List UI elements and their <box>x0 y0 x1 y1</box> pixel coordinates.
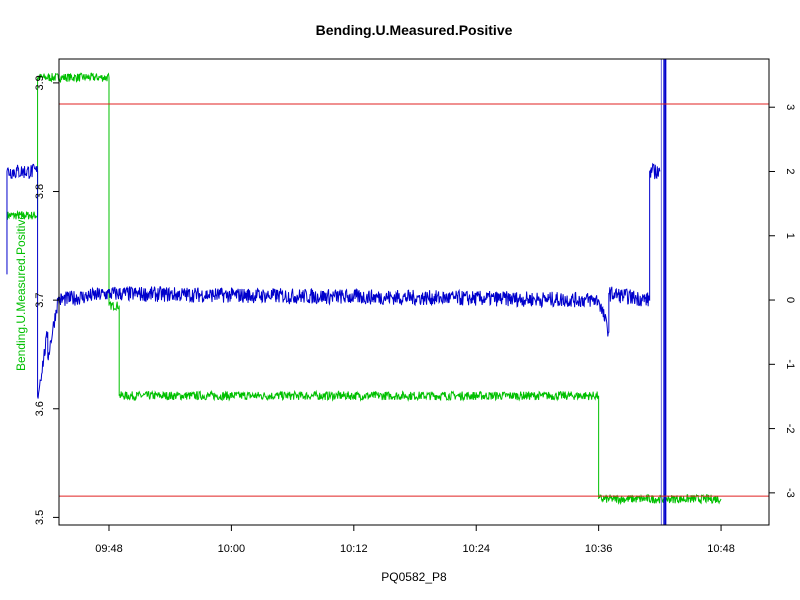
x-tick-label-2: 10:12 <box>340 543 368 555</box>
x-tick-label-1: 10:00 <box>218 543 246 555</box>
series-line-2 <box>6 162 661 399</box>
right-tick-label-5: 2 <box>784 168 796 174</box>
axes-layer: 3.5 3.6 3.7 3.8 3.9 -3 -2 -1 0 1 2 3 09:48 10:00 10:12… <box>34 75 796 555</box>
right-tick-label-2: -1 <box>784 359 796 369</box>
reference-lines-layer <box>59 103 769 497</box>
chart-title: Bending.U.Measured.Positive <box>316 22 513 38</box>
left-tick-label-3: 3.8 <box>34 184 46 199</box>
x-tick-label-5: 10:48 <box>707 543 735 555</box>
y-axis-label-left: Bending.U.Measured.Positive <box>14 213 28 371</box>
x-tick-label-3: 10:24 <box>462 543 490 555</box>
right-tick-label-4: 1 <box>784 233 796 239</box>
left-tick-label-2: 3.7 <box>34 292 46 307</box>
left-tick-label-4: 3.9 <box>34 75 46 90</box>
right-tick-label-6: 3 <box>784 104 796 110</box>
x-axis-label: PQ0582_P8 <box>381 570 447 584</box>
x-tick-label-4: 10:36 <box>585 543 613 555</box>
plot-frame <box>58 58 770 526</box>
series-layer <box>6 59 722 525</box>
right-tick-label-1: -2 <box>784 424 796 434</box>
left-tick-label-1: 3.6 <box>34 401 46 416</box>
x-tick-label-0: 09:48 <box>95 543 123 555</box>
left-tick-label-0: 3.5 <box>34 510 46 525</box>
series-line-1 <box>6 72 722 506</box>
right-tick-label-3: 0 <box>784 297 796 303</box>
right-tick-label-0: -3 <box>784 488 796 498</box>
